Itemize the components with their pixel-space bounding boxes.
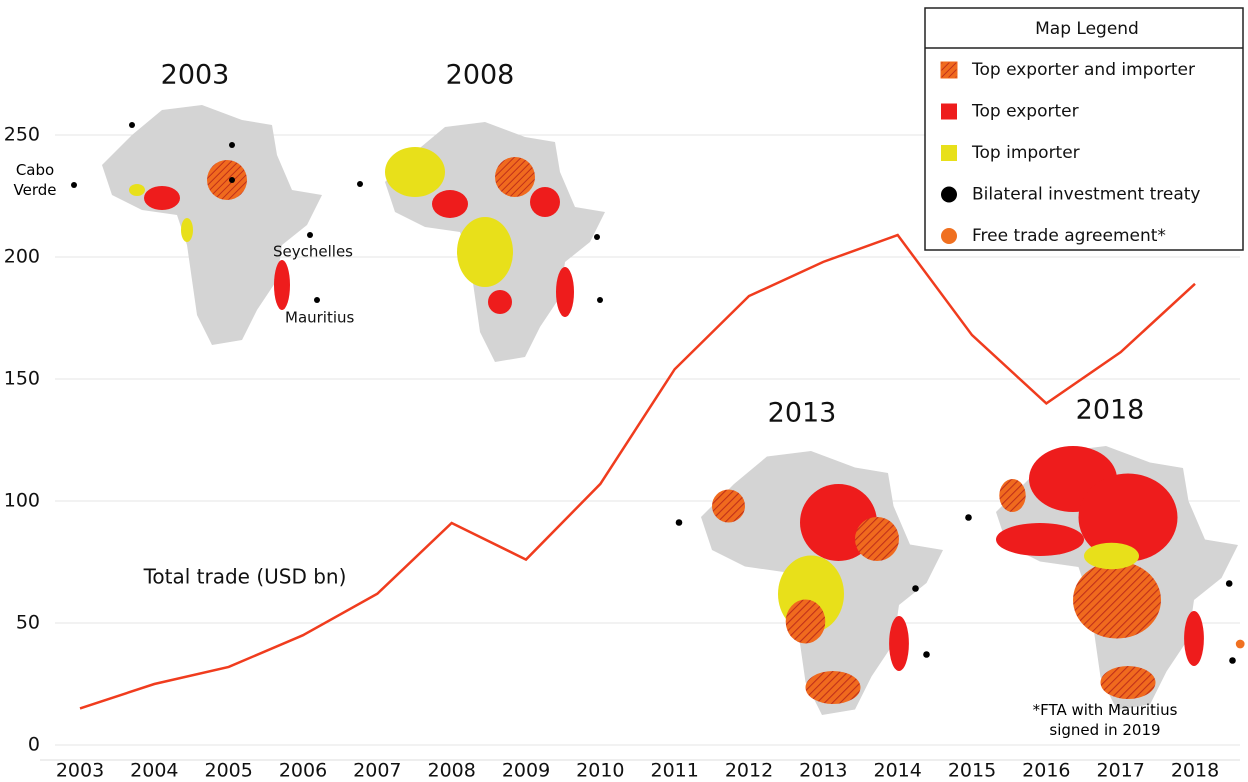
x-tick-label: 2016 xyxy=(1022,760,1070,782)
x-tick-label: 2015 xyxy=(948,760,996,782)
y-tick-label: 250 xyxy=(4,124,40,146)
x-tick-label: 2005 xyxy=(204,760,252,782)
legend-swatch xyxy=(941,145,957,161)
footnote: *FTA with Mauritius signed in 2019 xyxy=(1032,701,1178,739)
x-tick-label: 2003 xyxy=(56,760,104,782)
map-title: 2003 xyxy=(161,60,230,91)
y-tick-label: 200 xyxy=(4,246,40,268)
legend-title: Map Legend xyxy=(1035,19,1139,39)
y-tick-label: 50 xyxy=(16,612,40,634)
trade-line xyxy=(79,233,1196,710)
legend-swatch xyxy=(941,228,957,244)
map-label: Seychelles xyxy=(273,243,353,261)
maps xyxy=(71,105,1245,715)
x-tick-label: 2010 xyxy=(576,760,624,782)
map-title: 2018 xyxy=(1076,395,1145,426)
y-tick-label: 150 xyxy=(4,368,40,390)
y-tick-label: 100 xyxy=(4,490,40,512)
legend-box xyxy=(924,7,1244,251)
map-label-box: Cabo Verde xyxy=(13,161,57,199)
x-tick-label: 2017 xyxy=(1096,760,1144,782)
map-2003 xyxy=(71,105,322,345)
legend-swatch xyxy=(941,103,957,120)
map-label: Mauritius xyxy=(285,309,355,327)
x-tick-label: 2011 xyxy=(650,760,698,782)
x-tick-label: 2012 xyxy=(725,760,773,782)
footnote-box: *FTA with Mauritius signed in 2019 xyxy=(1032,701,1178,739)
x-tick-label: 2008 xyxy=(427,760,475,782)
x-tick-label: 2009 xyxy=(502,760,550,782)
legend-label: Top importer xyxy=(971,143,1080,163)
y-tick-label: 0 xyxy=(28,734,40,756)
x-tick-label: 2004 xyxy=(130,760,178,782)
legend-label: Bilateral investment treaty xyxy=(972,185,1200,205)
x-tick-label: 2018 xyxy=(1171,760,1219,782)
map-2008 xyxy=(357,122,605,362)
x-tick-label: 2014 xyxy=(873,760,921,782)
map-title: 2008 xyxy=(446,60,515,91)
map-title: 2013 xyxy=(768,398,837,429)
legend-label: Free trade agreement* xyxy=(972,226,1166,246)
map-2018 xyxy=(965,446,1245,710)
legend-swatch xyxy=(941,186,957,203)
series-label: Total trade (USD bn) xyxy=(143,565,347,589)
legend-label: Top exporter and importer xyxy=(971,60,1195,80)
legend-label: Top exporter xyxy=(971,102,1079,122)
x-tick-label: 2006 xyxy=(279,760,327,782)
map-2013 xyxy=(675,451,943,715)
x-tick-label: 2007 xyxy=(353,760,401,782)
legend-swatch xyxy=(940,61,958,79)
x-tick-label: 2013 xyxy=(799,760,847,782)
map-label: Cabo Verde xyxy=(13,161,57,199)
